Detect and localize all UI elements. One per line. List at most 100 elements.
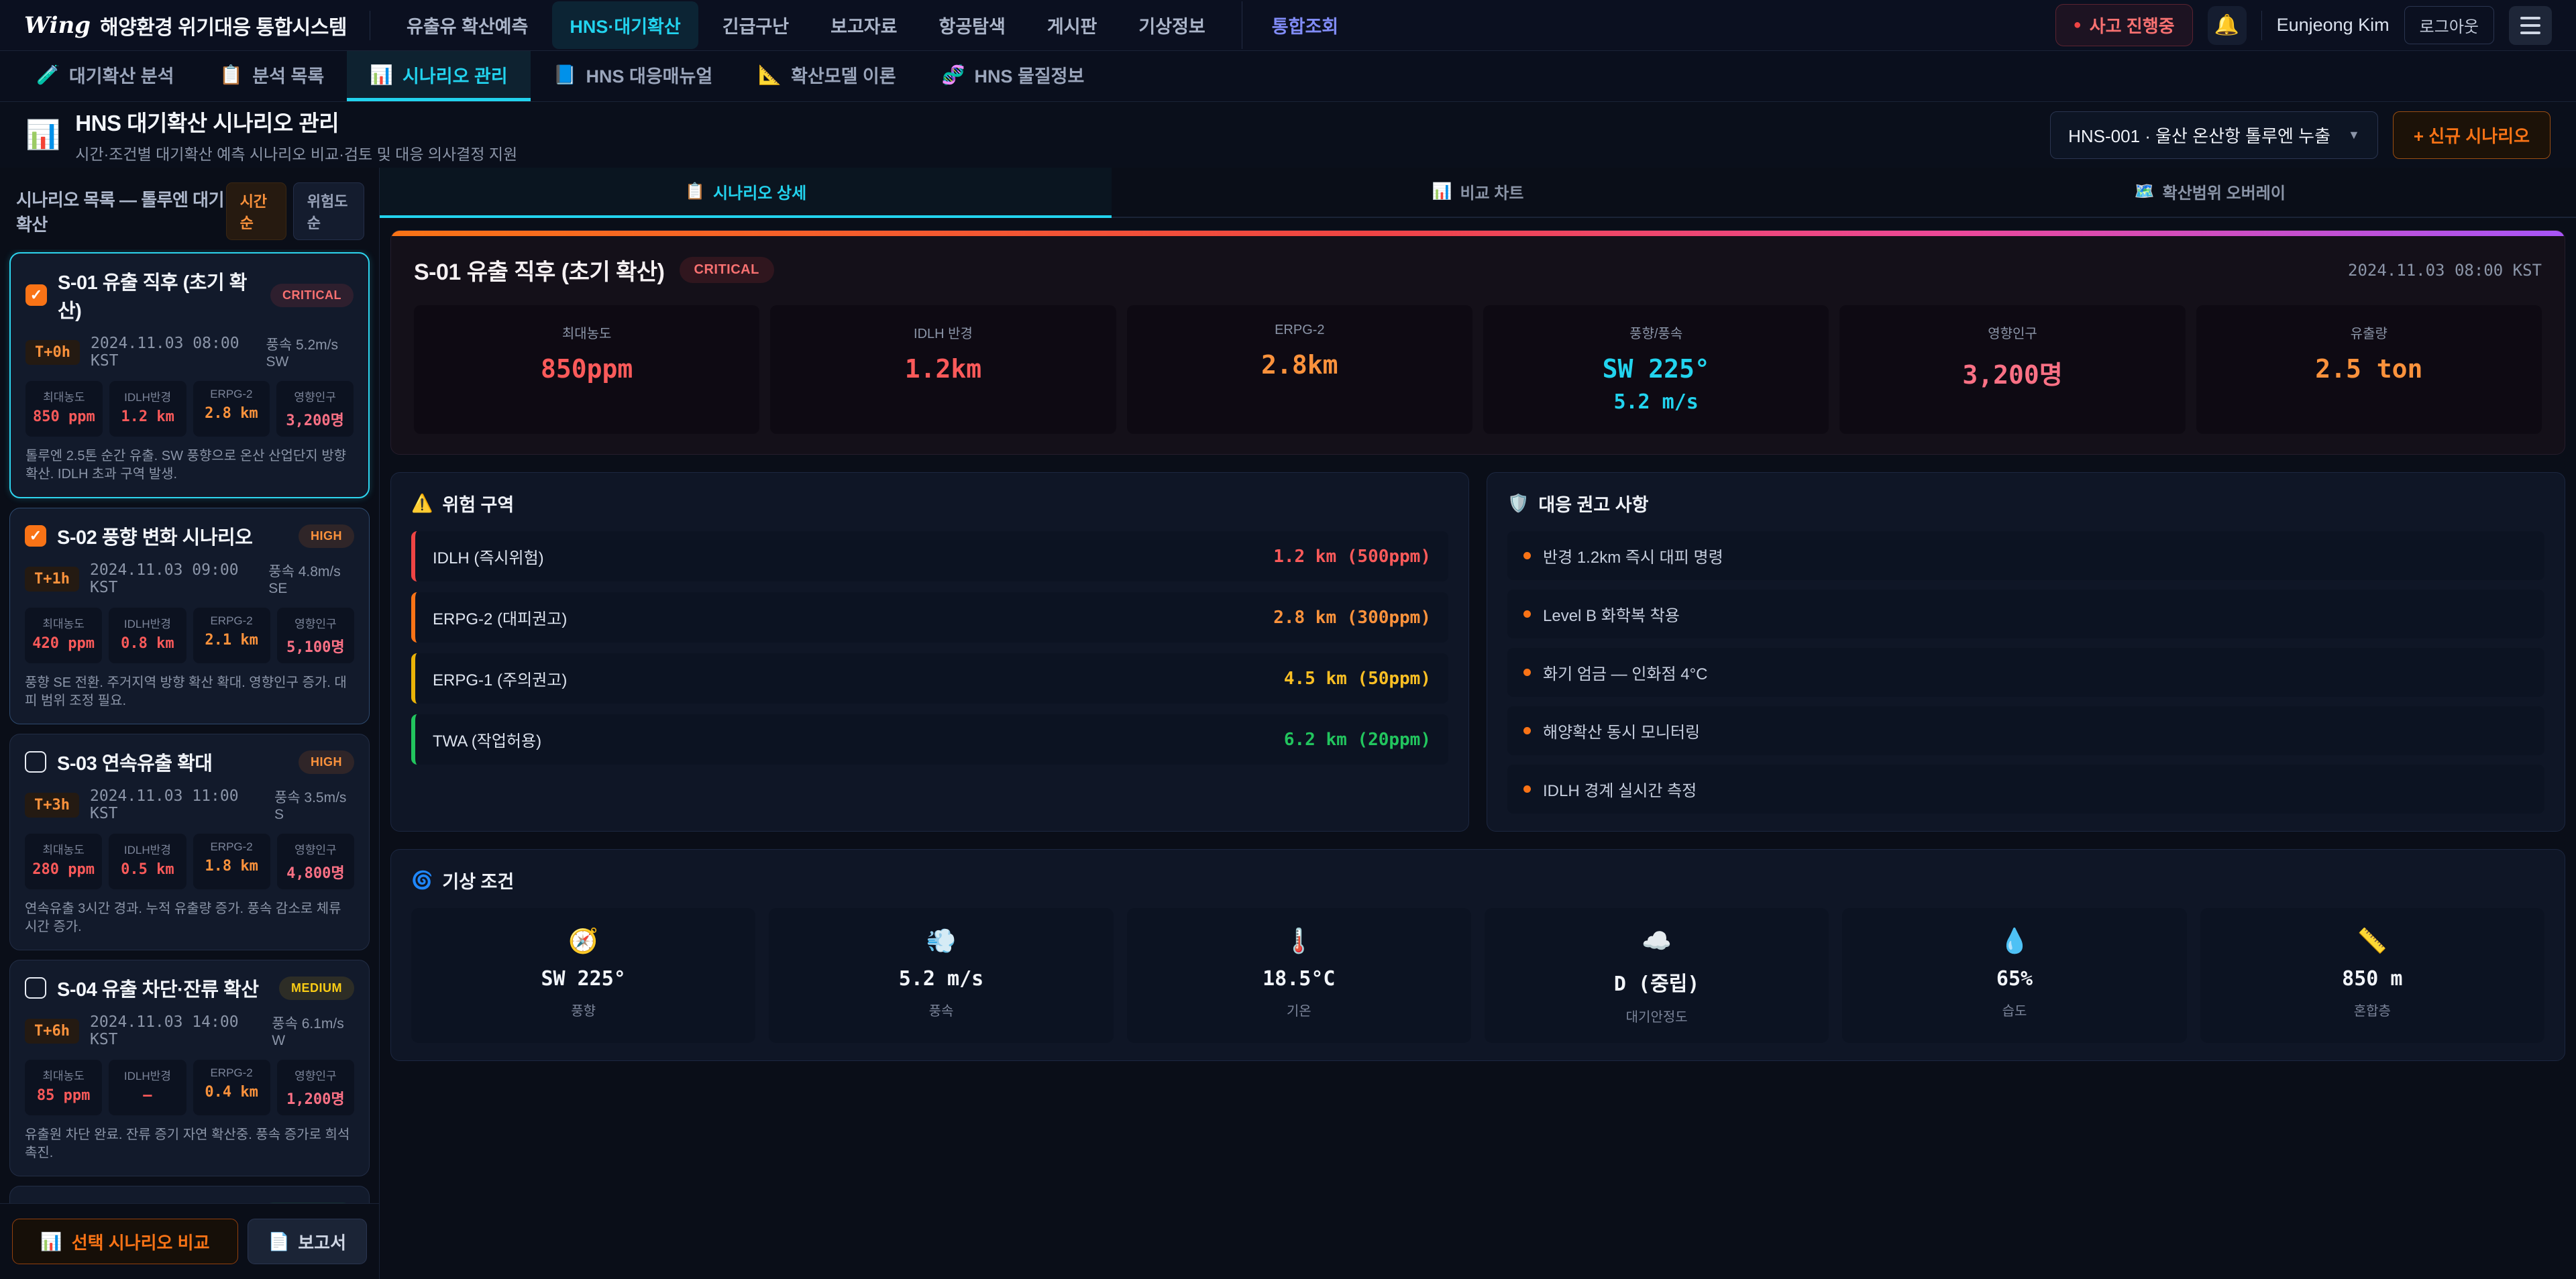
subtab-hns-manual[interactable]: 📘 HNS 대응매뉴얼	[553, 64, 713, 87]
scenario-card-s04[interactable]: S-04 유출 차단·잔류 확산 MEDIUM T+6h 2024.11.03 …	[9, 960, 370, 1176]
subtab-scenario-management[interactable]: 📊 시나리오 관리	[347, 51, 531, 101]
danger-zones-title: 위험 구역	[442, 495, 515, 515]
zone-row-erpg1: ERPG-1 (주의권고) 4.5 km (50ppm)	[411, 653, 1448, 704]
chart-icon: 📊	[370, 64, 394, 85]
subtab-model-theory[interactable]: 📐 확산모델 이론	[758, 64, 896, 87]
hero-stat-idlh-radius: IDLH 반경 1.2km	[770, 305, 1116, 434]
nav-item-board[interactable]: 게시판	[1046, 17, 1097, 37]
status-badge: HIGH	[299, 524, 354, 548]
cyclone-icon: 🌀	[411, 870, 433, 890]
detail-timestamp: 2024.11.03 08:00 KST	[2348, 260, 2542, 280]
top-right-controls: ● 사고 진행중 🔔 Eunjeong Kim 로그아웃	[2055, 4, 2552, 46]
logout-button[interactable]: 로그아웃	[2404, 6, 2494, 44]
droplet-icon: 💧	[1999, 927, 2030, 954]
bullet-dot	[1523, 610, 1531, 618]
sort-by-time-button[interactable]: 시간순	[225, 182, 286, 240]
shield-icon: 🛡️	[1507, 493, 1529, 513]
bullet-dot	[1523, 727, 1531, 734]
weather-temperature: 🌡️ 18.5°C 기온	[1126, 908, 1471, 1043]
user-name: Eunjeong Kim	[2276, 15, 2390, 35]
compass-icon: 🧭	[568, 927, 599, 954]
scenario-checkbox[interactable]	[25, 977, 46, 999]
danger-zones-panel: ⚠️ 위험 구역 IDLH (즉시위험) 1.2 km (500ppm) ERP…	[390, 472, 1469, 832]
stat-max-concentration: 최대농도 850 ppm	[25, 381, 103, 437]
sidebar-title: 시나리오 목록 — 톨루엔 대기확산	[16, 190, 225, 235]
stat-max-concentration: 최대농도 85 ppm	[25, 1060, 103, 1115]
hero-stat-erpg2: ERPG-2 2.8km	[1126, 305, 1472, 434]
sort-by-risk-button[interactable]: 위험도순	[292, 182, 364, 240]
warning-icon: ⚠️	[411, 493, 433, 513]
status-badge: RESOLVED	[262, 1202, 354, 1203]
hero-stat-affected-population: 영향인구 3,200명	[1839, 305, 2186, 434]
scenario-datetime: 2024.11.03 14:00 KST	[89, 1013, 239, 1048]
scenario-card-s03[interactable]: S-03 연속유출 확대 HIGH T+3h 2024.11.03 11:00 …	[9, 734, 370, 950]
weather-wind-direction: 🧭 SW 225° 풍향	[411, 908, 756, 1043]
subtab-hns-substance[interactable]: 🧬 HNS 물질정보	[941, 64, 1085, 87]
scenario-card-s05[interactable]: S-05 대기확산 해제 RESOLVED T+12h 2024.11.03 2…	[9, 1186, 370, 1203]
recommendations-title: 대응 권고 사항	[1538, 495, 1649, 515]
recommendation-item: 해양확산 동시 모니터링	[1507, 706, 2544, 755]
clipboard-icon: 📋	[219, 64, 244, 85]
notifications-button[interactable]: 🔔	[2207, 5, 2247, 45]
main-menu: 유출유 확산예측 HNS·대기확산 긴급구난 보고자료 항공탐색 게시판 기상정…	[389, 1, 2037, 49]
stat-affected-population: 영향인구 5,100명	[276, 608, 354, 663]
tab-compare-chart[interactable]: 📊 비교 차트	[1432, 182, 1524, 203]
compare-scenarios-button[interactable]: 📊 선택 시나리오 비교	[12, 1219, 238, 1264]
incident-status-badge: ● 사고 진행중	[2055, 4, 2193, 46]
nav-item-reports[interactable]: 보고자료	[830, 17, 898, 37]
status-badge: CRITICAL	[270, 283, 354, 307]
tab-scenario-detail[interactable]: 📋 시나리오 상세	[380, 168, 1112, 218]
scenario-description: 연속유출 3시간 경과. 누적 유출량 증가. 풍속 감소로 체류 시간 증가.	[25, 901, 341, 934]
scenario-checkbox[interactable]: ✓	[25, 284, 47, 306]
hamburger-menu-button[interactable]	[2509, 5, 2552, 45]
nav-item-integrated-search[interactable]: 통합조회	[1241, 1, 1356, 49]
map-icon: 🗺️	[2134, 182, 2155, 201]
scenario-sidebar: 시나리오 목록 — 톨루엔 대기확산 시간순 위험도순 ✓ S-01 유출 직후…	[0, 168, 380, 1279]
stat-erpg2: ERPG-2 0.4 km	[193, 1060, 270, 1115]
scenario-description: 유출원 차단 완료. 잔류 증기 자연 확산중. 풍속 증가로 희석 촉진.	[25, 1127, 350, 1160]
subtab-analysis-list[interactable]: 📋 분석 목록	[219, 64, 325, 87]
scenario-checkbox[interactable]: ✓	[25, 525, 46, 547]
subtab-analysis[interactable]: 🧪 대기확산 분석	[36, 64, 174, 87]
weather-wind-speed: 💨 5.2 m/s 풍속	[769, 908, 1114, 1043]
chevron-down-icon: ▼	[2348, 127, 2360, 142]
scenario-datetime: 2024.11.03 09:00 KST	[89, 561, 239, 596]
page-chart-icon: 📊	[25, 118, 61, 150]
tab-spread-overlay[interactable]: 🗺️ 확산범위 오버레이	[2134, 182, 2286, 203]
sidebar-footer: 📊 선택 시나리오 비교 📄 보고서	[0, 1203, 379, 1279]
nav-item-rescue[interactable]: 긴급구난	[722, 17, 790, 37]
new-scenario-button[interactable]: + 신규 시나리오	[2392, 111, 2551, 159]
nav-item-hns[interactable]: HNS·대기확산	[552, 1, 698, 49]
time-offset-badge: T+1h	[25, 566, 79, 592]
wind-label: 풍속 3.5m/s S	[274, 790, 347, 822]
scenario-card-s01[interactable]: ✓ S-01 유출 직후 (초기 확산) CRITICAL T+0h 2024.…	[9, 252, 370, 498]
scenario-card-s02[interactable]: ✓ S-02 풍향 변화 시나리오 HIGH T+1h 2024.11.03 0…	[9, 508, 370, 724]
weather-stability: ☁️ D (중립) 대기안정도	[1484, 908, 1829, 1043]
report-button[interactable]: 📄 보고서	[247, 1219, 367, 1264]
incident-status-label: 사고 진행중	[2089, 16, 2175, 36]
scenario-checkbox[interactable]	[25, 751, 46, 773]
chart-icon: 📊	[40, 1231, 62, 1252]
stat-erpg2: ERPG-2 2.1 km	[193, 608, 270, 663]
stat-idlh-radius: IDLH반경 0.8 km	[109, 608, 186, 663]
clipboard-icon: 📋	[685, 182, 706, 201]
nav-item-aerial[interactable]: 항공탐색	[938, 17, 1006, 37]
time-offset-badge: T+0h	[25, 339, 80, 365]
zone-row-idlh: IDLH (즉시위험) 1.2 km (500ppm)	[411, 531, 1448, 581]
ruler-icon: 📏	[2357, 927, 2387, 954]
brand: Wing 해양환경 위기대응 통합시스템	[24, 10, 370, 40]
hero-stat-max-concentration: 최대농도 850ppm	[414, 305, 760, 434]
flask-icon: 🧪	[36, 64, 60, 85]
document-icon: 📄	[268, 1231, 290, 1252]
nav-item-oil-spill[interactable]: 유출유 확산예측	[406, 17, 529, 37]
stat-idlh-radius: IDLH반경 0.5 km	[109, 834, 186, 889]
nav-item-weather[interactable]: 기상정보	[1138, 17, 1205, 37]
bullet-dot	[1523, 785, 1531, 793]
incident-select[interactable]: HNS-001 · 울산 온산항 톨루엔 누출 ▼	[2050, 111, 2378, 159]
wind-label: 풍속 4.8m/s SE	[268, 564, 341, 596]
chart-icon: 📊	[1432, 182, 1452, 201]
scenario-description: 톨루엔 2.5톤 순간 유출. SW 풍향으로 온산 산업단지 방향 확산. I…	[25, 449, 347, 482]
scenario-title: S-01 유출 직후 (초기 확산)	[58, 272, 247, 322]
recommendation-item: 화기 엄금 — 인화점 4°C	[1507, 648, 2544, 697]
detail-status-badge: CRITICAL	[679, 257, 774, 283]
